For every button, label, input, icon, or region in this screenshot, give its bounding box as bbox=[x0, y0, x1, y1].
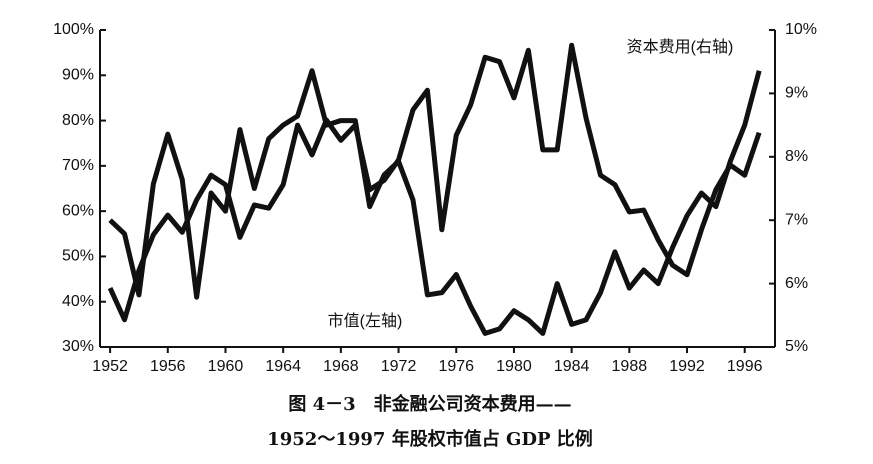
x-tick-label: 1968 bbox=[323, 358, 359, 375]
series-line bbox=[108, 68, 762, 336]
y-tick-label: 70% bbox=[62, 157, 94, 174]
y-tick-label: 80% bbox=[62, 112, 94, 129]
y2-tick-label: 8% bbox=[785, 148, 808, 165]
x-tick-label: 1956 bbox=[150, 358, 186, 375]
x-tick-label: 1992 bbox=[669, 358, 705, 375]
series-label: 资本费用(右轴) bbox=[627, 38, 734, 56]
y2-tick-label: 5% bbox=[785, 338, 808, 355]
chart-subtitle: 1952～1997 年股权市值占 GDP 比例 bbox=[267, 428, 593, 450]
y-tick-label: 40% bbox=[62, 293, 94, 310]
y-tick-label: 50% bbox=[62, 248, 94, 265]
series-label: 市值(左轴) bbox=[328, 312, 403, 330]
y2-tick-label: 7% bbox=[785, 211, 808, 228]
y-tick-label: 100% bbox=[53, 21, 94, 38]
x-tick-label: 1984 bbox=[554, 358, 590, 375]
y2-tick-label: 10% bbox=[785, 21, 817, 38]
x-tick-label: 1980 bbox=[496, 358, 532, 375]
y2-tick-label: 6% bbox=[785, 275, 808, 292]
y2-tick-label: 9% bbox=[785, 85, 808, 102]
x-tick-label: 1952 bbox=[92, 358, 128, 375]
x-tick-label: 1972 bbox=[381, 358, 417, 375]
x-tick-label: 1976 bbox=[438, 358, 474, 375]
x-tick-label: 1988 bbox=[612, 358, 648, 375]
y-tick-label: 90% bbox=[62, 67, 94, 84]
y-tick-label: 60% bbox=[62, 202, 94, 219]
x-tick-label: 1996 bbox=[727, 358, 763, 375]
y-tick-label: 30% bbox=[62, 338, 94, 355]
series-line bbox=[107, 42, 762, 323]
chart-title: 图 4－3 非金融公司资本费用—— bbox=[288, 393, 571, 415]
x-tick-label: 1964 bbox=[265, 358, 301, 375]
x-tick-label: 1960 bbox=[208, 358, 244, 375]
